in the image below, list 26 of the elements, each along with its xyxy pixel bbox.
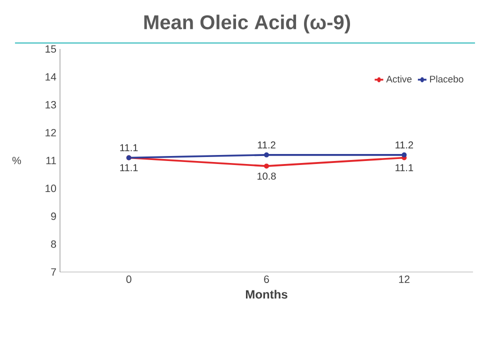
data-label: 11.2 — [396, 141, 414, 148]
chart-title: Mean Oleic Acid (ω-9) — [144, 14, 350, 34]
y-tick-label: 14 — [46, 73, 56, 80]
y-tick-label: 10 — [46, 184, 56, 192]
x-tick-label: 12 — [399, 276, 410, 283]
x-tick-label: 6 — [264, 276, 269, 283]
y-tick-label: 15 — [46, 45, 56, 53]
y-axis-title: % — [12, 156, 21, 164]
y-tick-label: 11 — [46, 156, 56, 164]
x-tick-label: 0 — [126, 276, 132, 283]
y-tick-label: 12 — [46, 128, 56, 136]
legend-label: Active — [386, 76, 412, 82]
x-axis-title: Months — [246, 290, 288, 299]
y-tick-label: 9 — [51, 212, 56, 220]
legend-label: Placebo — [430, 76, 464, 82]
point — [264, 152, 270, 158]
point — [264, 164, 270, 169]
y-tick-label: 7 — [51, 268, 56, 276]
data-label: 11.1 — [396, 164, 414, 172]
data-label: 11.1 — [120, 144, 138, 152]
data-label: 11.2 — [258, 141, 276, 148]
y-tick-label: 13 — [46, 101, 56, 108]
y-tick-label: 8 — [51, 240, 56, 248]
point — [402, 152, 407, 158]
data-label: 11.1 — [120, 164, 138, 172]
data-label: 10.8 — [258, 172, 276, 180]
